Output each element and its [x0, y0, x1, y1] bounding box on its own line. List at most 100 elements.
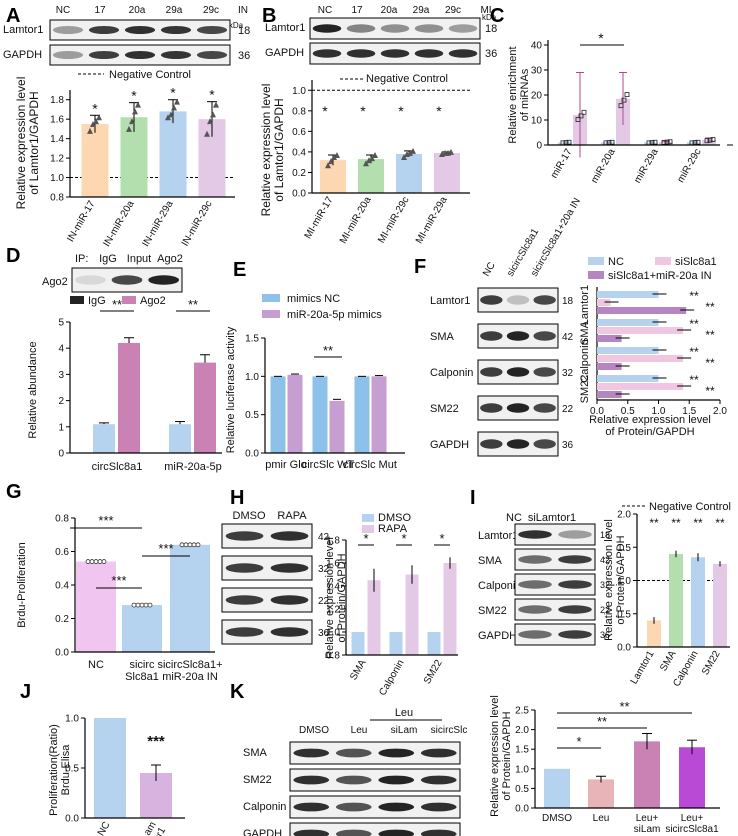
- g-data-point: [143, 602, 149, 608]
- a-data-point: [135, 101, 141, 108]
- f-sig: **: [689, 345, 699, 359]
- h-x-tick-label: Calponin: [377, 658, 406, 698]
- g-sig: ***: [111, 573, 126, 588]
- b-y-tick-label: 0.8: [292, 106, 306, 117]
- f-y-tick-label: Calponin: [579, 339, 591, 382]
- blot-b-lamtor1-frame: [309, 17, 481, 40]
- c-data-point: [618, 103, 624, 109]
- b-bar: [434, 152, 460, 193]
- h-y-tick-label: 1.2: [326, 605, 340, 616]
- f-bar: [597, 299, 611, 306]
- blot-f-lamtor1-band: [533, 295, 556, 305]
- d-y-tick-label: 5: [58, 318, 64, 329]
- blot-i-lamtor1-band: [558, 530, 592, 539]
- f-bar: [597, 383, 684, 390]
- blot-f-kda: 36: [562, 440, 574, 451]
- blot-d-ago2-band: [74, 275, 106, 285]
- h-bar: [367, 580, 381, 655]
- blot-k-gapdh-band: [378, 829, 415, 836]
- f-bar: [597, 375, 659, 382]
- i-y-label: Relative expression levelof Protein/GAPD…: [603, 519, 627, 641]
- blot-h-calponin-band: [225, 563, 264, 573]
- k-x-tick-label: Leu: [593, 813, 610, 824]
- blot-b-gapdh-band: [380, 49, 410, 58]
- a-data-point: [165, 114, 171, 121]
- blot-h-kda: 32: [318, 564, 330, 575]
- blot-k-calponin-band: [335, 802, 372, 812]
- i-y-tick-label: 2.0: [617, 510, 631, 521]
- k-y-tick-label: 1.0: [515, 764, 529, 775]
- blot-i-sm22-band: [558, 605, 592, 614]
- blot-k-lane-label: DMSO: [299, 725, 329, 736]
- blot-k-sm22-band: [378, 775, 415, 785]
- blot-k-sma-band: [293, 748, 330, 758]
- f-bar: [597, 347, 659, 354]
- c-data-point: [664, 139, 670, 145]
- d-x-tick-label: miR-20a-5p: [164, 461, 221, 473]
- blot-i-kda: 18: [600, 530, 610, 540]
- g-sig: ***: [158, 541, 173, 556]
- a-data-point: [96, 114, 102, 121]
- d-bar: [93, 424, 115, 453]
- blot-f-sma-band: [506, 331, 530, 341]
- blot-f-gapdh-band: [506, 439, 530, 449]
- b-sig: *: [436, 103, 442, 119]
- panel-letter-k: K: [230, 681, 245, 703]
- b-data-point: [448, 148, 454, 155]
- blot-f-kda: 22: [562, 404, 574, 415]
- g-y-tick-label: 0.0: [55, 648, 69, 659]
- f-legend-label: siSlc8a1: [675, 256, 717, 268]
- i-y-tick-label: 1.0: [617, 576, 631, 587]
- g-x-tick-label: sicircSlc8a1+ miR-20a IN: [157, 659, 222, 683]
- blot-b-tag: MI: [480, 5, 491, 16]
- b-bar: [320, 160, 346, 193]
- blot-h-sma-band: [270, 531, 309, 541]
- f-sig: **: [705, 328, 715, 342]
- g-data-point: [85, 559, 91, 564]
- f-x-label: Relative expression level of Protein/GAPD…: [589, 414, 711, 438]
- f-legend-swatch: [588, 271, 604, 279]
- blot-k-sm22-frame: [289, 768, 461, 792]
- c-data-point: [624, 92, 630, 97]
- blot-k-gapdh-band: [293, 829, 330, 836]
- blot-f-kda: 18: [562, 296, 574, 307]
- a-data-point: [168, 111, 174, 118]
- a-data-point: [210, 111, 216, 118]
- blot-i-sm22-band: [518, 605, 552, 614]
- c-data-point: [578, 113, 584, 119]
- blot-b-band-name: GAPDH: [265, 47, 304, 59]
- j-sig: ***: [147, 733, 165, 750]
- e-x-tick-label: circSlc Mut: [343, 459, 397, 471]
- f-tick-label: 0.5: [621, 406, 635, 417]
- b-sig: *: [322, 103, 328, 119]
- blot-b-lamtor1-band: [312, 24, 342, 33]
- blot-b-gapdh-band: [312, 49, 342, 58]
- a-sig: *: [209, 87, 215, 103]
- blot-i-lane-label: NC: [506, 512, 522, 524]
- blot-h-kda: 36: [318, 628, 330, 639]
- c-data-point: [707, 137, 713, 143]
- d-y-tick-label: 1: [58, 422, 64, 433]
- i-bar: [669, 553, 683, 647]
- panel-letter-c: C: [490, 5, 504, 27]
- blot-h-kda: 42: [318, 532, 330, 543]
- d-legend-label: IgG: [88, 295, 106, 307]
- k-y-tick-label: 0.5: [515, 784, 529, 795]
- f-sig: **: [689, 373, 699, 387]
- blot-k-calponin-frame: [289, 795, 461, 819]
- neg-control-label-b: Negative Control: [366, 73, 448, 85]
- blot-i-band-name: Lamtor1: [478, 530, 518, 542]
- h-legend-label: DMSO: [378, 512, 411, 524]
- e-y-tick-label: 0.5: [245, 410, 259, 421]
- blot-i-sma-frame: [514, 548, 596, 571]
- d-legend-swatch: [70, 296, 84, 304]
- g-data-point: [183, 542, 189, 548]
- k-y-tick-label: 2.5: [515, 706, 529, 717]
- a-y-tick-label: 1.0: [50, 173, 64, 184]
- blot-k-lane-label: sicircSlc: [431, 725, 468, 736]
- a-y-tick-label: 1.8: [50, 95, 64, 106]
- blot-a-lamtor1-band: [196, 26, 228, 34]
- g-data-point: [195, 542, 201, 548]
- blot-k-sma-band: [335, 748, 372, 758]
- blot-h-lane-label: DMSO: [233, 510, 266, 522]
